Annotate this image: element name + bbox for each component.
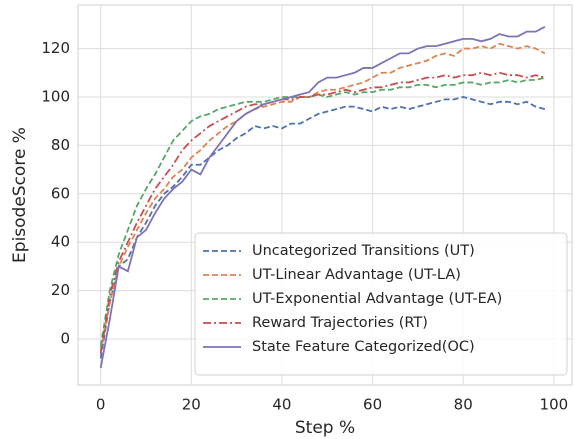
- legend-label: State Feature Categorized(OC): [252, 339, 475, 355]
- y-tick-label: 20: [51, 281, 70, 299]
- x-tick-label: 20: [182, 396, 201, 414]
- series-line: [99, 42, 546, 352]
- x-tick-label: 0: [96, 396, 106, 414]
- plot-frame: [77, 4, 573, 386]
- x-tick-label: 60: [363, 396, 382, 414]
- x-tick-label: 40: [272, 396, 291, 414]
- legend-box: [194, 232, 568, 376]
- series-line: [99, 96, 546, 359]
- legend-label: UT-Exponential Advantage (UT-EA): [252, 291, 502, 307]
- x-axis-label: Step %: [295, 418, 355, 438]
- y-tick-label: 120: [41, 39, 70, 57]
- y-tick-label: 80: [51, 136, 70, 154]
- y-tick-label: 60: [51, 184, 70, 202]
- y-axis-label: EpisodeScore %: [10, 127, 30, 263]
- legend-label: Uncategorized Transitions (UT): [252, 243, 475, 259]
- x-tick-label: 100: [540, 396, 569, 414]
- legend-label: Reward Trajectories (RT): [252, 315, 428, 331]
- legend-label: UT-Linear Advantage (UT-LA): [252, 267, 461, 283]
- y-tick-label: 100: [41, 87, 70, 105]
- series-line: [99, 71, 546, 354]
- series-line: [99, 25, 546, 369]
- series-line: [99, 76, 546, 347]
- y-tick-label: 40: [51, 233, 70, 251]
- y-tick-label: 0: [60, 330, 70, 348]
- x-tick-label: 80: [454, 396, 473, 414]
